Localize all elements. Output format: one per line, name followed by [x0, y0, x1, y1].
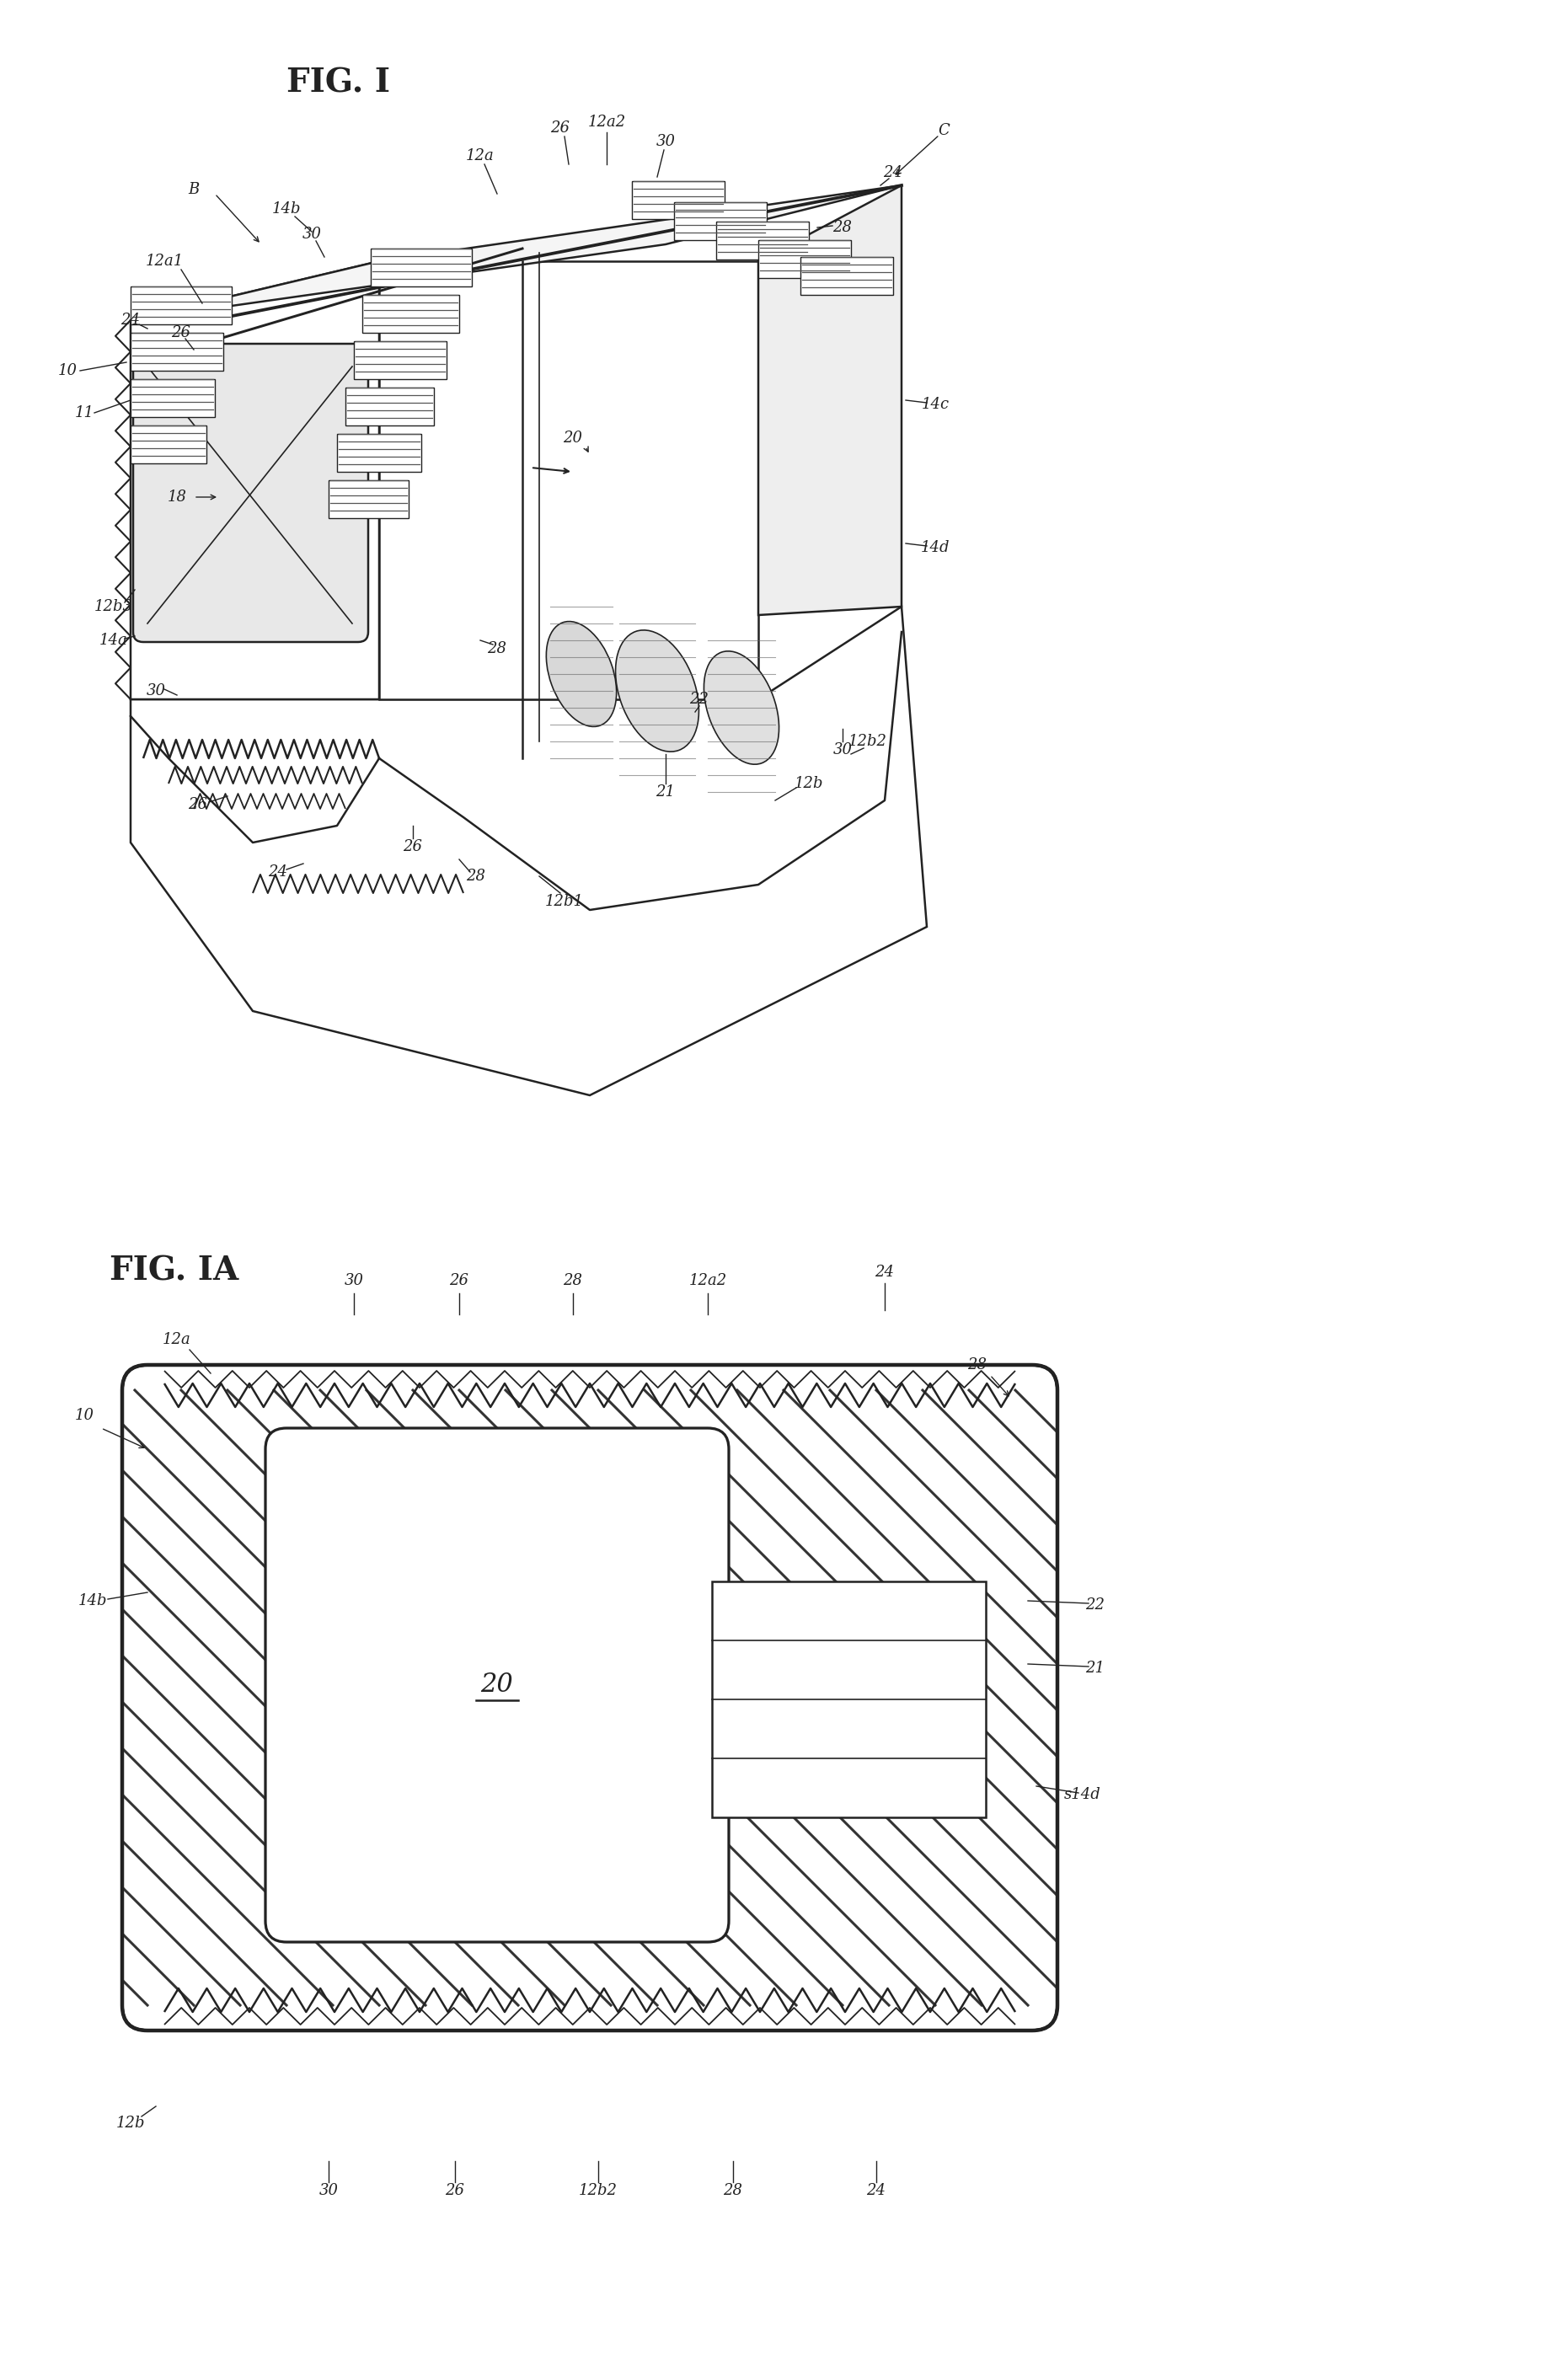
- Bar: [674, 203, 767, 241]
- Text: B: B: [188, 182, 199, 196]
- Text: 28: 28: [466, 868, 486, 885]
- Bar: [354, 341, 447, 378]
- Text: 14b: 14b: [271, 201, 301, 218]
- Text: 28: 28: [833, 220, 853, 234]
- Polygon shape: [130, 184, 902, 319]
- Text: 30: 30: [146, 683, 166, 698]
- Polygon shape: [759, 184, 902, 615]
- Text: 28: 28: [563, 1272, 583, 1289]
- Text: 10: 10: [58, 364, 77, 378]
- Text: 26: 26: [403, 840, 422, 854]
- Text: 24: 24: [867, 2183, 886, 2197]
- Text: 12b: 12b: [116, 2117, 146, 2131]
- Text: 24: 24: [883, 166, 903, 180]
- Polygon shape: [130, 608, 927, 1095]
- Text: 12a1: 12a1: [146, 253, 183, 270]
- Text: 12a2: 12a2: [588, 114, 626, 130]
- Bar: [800, 258, 894, 296]
- Text: 26: 26: [188, 797, 207, 811]
- Text: 21: 21: [655, 785, 676, 799]
- Text: 12b: 12b: [795, 776, 823, 792]
- Bar: [130, 378, 215, 416]
- Bar: [329, 480, 409, 518]
- FancyBboxPatch shape: [122, 1365, 1057, 2032]
- Text: 26: 26: [445, 2183, 464, 2197]
- Polygon shape: [379, 260, 759, 700]
- Text: 28: 28: [488, 641, 506, 657]
- Text: FIG. I: FIG. I: [287, 69, 390, 99]
- Text: 22: 22: [690, 691, 709, 707]
- Text: 30: 30: [655, 135, 676, 149]
- Polygon shape: [130, 260, 379, 700]
- Bar: [130, 286, 232, 324]
- Text: 24: 24: [268, 866, 289, 880]
- Text: 30: 30: [318, 2183, 339, 2197]
- Text: 12a: 12a: [163, 1331, 191, 1348]
- Text: 12b2: 12b2: [848, 733, 887, 750]
- Ellipse shape: [546, 622, 616, 726]
- Text: 26: 26: [450, 1272, 469, 1289]
- Text: 14b: 14b: [78, 1594, 107, 1608]
- Text: 22: 22: [1085, 1596, 1105, 1613]
- Bar: [362, 296, 459, 333]
- Text: 12a: 12a: [466, 149, 494, 163]
- Bar: [370, 248, 472, 286]
- Text: 20: 20: [563, 430, 583, 445]
- FancyBboxPatch shape: [133, 343, 368, 641]
- Text: 14a: 14a: [99, 634, 129, 648]
- Text: s14d: s14d: [1065, 1788, 1101, 1802]
- Bar: [130, 426, 207, 464]
- Bar: [712, 1582, 986, 1816]
- Text: 14c: 14c: [922, 397, 949, 412]
- Bar: [337, 433, 422, 473]
- Text: FIG. IA: FIG. IA: [110, 1256, 238, 1287]
- FancyBboxPatch shape: [265, 1428, 729, 1942]
- Ellipse shape: [704, 650, 779, 764]
- Text: C: C: [938, 123, 950, 137]
- Ellipse shape: [616, 629, 699, 752]
- Text: 28: 28: [967, 1358, 988, 1372]
- Text: 24: 24: [875, 1265, 894, 1279]
- Text: 26: 26: [171, 326, 191, 341]
- Text: 30: 30: [303, 227, 321, 241]
- Text: 24: 24: [121, 312, 140, 329]
- Bar: [130, 333, 223, 371]
- Text: 12a2: 12a2: [688, 1272, 728, 1289]
- Text: 18: 18: [168, 490, 187, 504]
- Text: 21: 21: [1085, 1660, 1105, 1677]
- Text: 12b2: 12b2: [579, 2183, 618, 2197]
- Text: 20: 20: [481, 1672, 513, 1698]
- Text: 12b1: 12b1: [546, 894, 583, 908]
- Bar: [632, 182, 724, 220]
- Text: 26: 26: [550, 121, 571, 135]
- Text: 12b3: 12b3: [94, 598, 133, 615]
- Text: 30: 30: [345, 1272, 364, 1289]
- Bar: [345, 388, 434, 426]
- Bar: [759, 241, 851, 279]
- Text: 28: 28: [723, 2183, 743, 2197]
- Text: 14d: 14d: [920, 539, 950, 556]
- Text: 30: 30: [833, 743, 853, 757]
- Text: 11: 11: [75, 404, 94, 421]
- Text: 10: 10: [75, 1407, 94, 1424]
- Bar: [717, 222, 809, 260]
